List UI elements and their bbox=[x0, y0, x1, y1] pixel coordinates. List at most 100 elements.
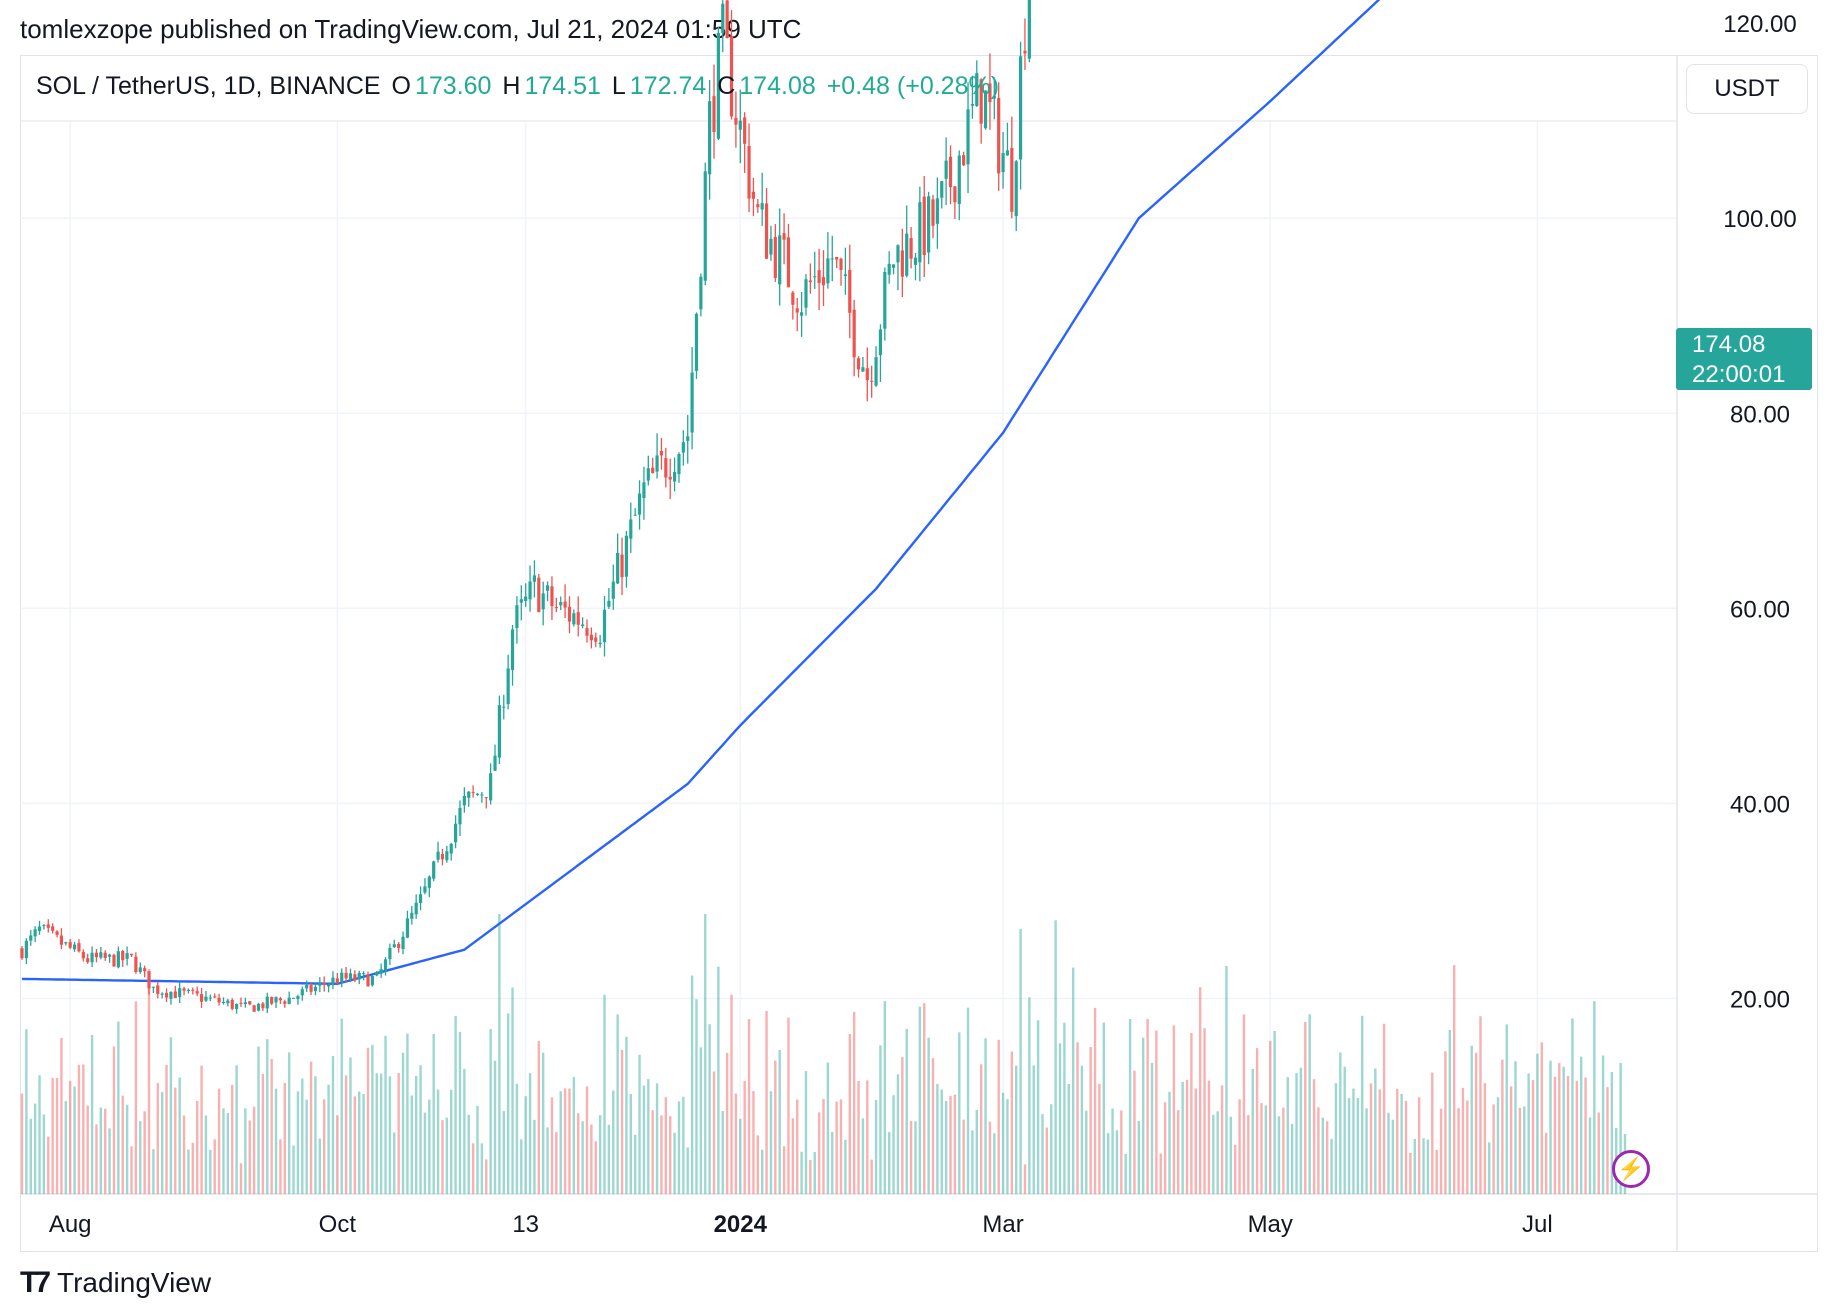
candle-body bbox=[449, 843, 453, 854]
volume-bar bbox=[1063, 1022, 1066, 1194]
currency-button[interactable]: USDT bbox=[1686, 64, 1808, 114]
volume-bar bbox=[717, 966, 720, 1194]
candle-body bbox=[891, 264, 896, 268]
volume-bar bbox=[1365, 1108, 1368, 1194]
volume-bar bbox=[1409, 1152, 1412, 1194]
volume-bar bbox=[458, 1031, 462, 1194]
volume-bar bbox=[817, 1112, 821, 1194]
candle-body bbox=[861, 367, 865, 372]
volume-bar bbox=[1544, 1132, 1548, 1194]
volume-bar bbox=[555, 1132, 558, 1194]
volume-bar bbox=[318, 1138, 322, 1194]
volume-bar bbox=[1553, 1076, 1557, 1194]
x-tick-label: May bbox=[1248, 1211, 1293, 1238]
x-tick-label: Aug bbox=[49, 1211, 92, 1238]
volume-bar bbox=[152, 1149, 155, 1194]
candle-body bbox=[239, 1002, 243, 1004]
candle-body bbox=[362, 973, 366, 975]
volume-bar bbox=[121, 1095, 124, 1194]
volume-bar bbox=[235, 1065, 238, 1194]
volume-bar bbox=[620, 1049, 624, 1194]
candle-body bbox=[265, 996, 269, 1009]
candle-body bbox=[397, 943, 401, 948]
volume-bar bbox=[874, 1100, 878, 1194]
volume-bar bbox=[344, 1075, 348, 1194]
volume-bar bbox=[362, 1094, 365, 1194]
lightning-icon[interactable]: ⚡ bbox=[1612, 1150, 1650, 1188]
volume-bar bbox=[1431, 1072, 1434, 1194]
candle-body bbox=[353, 974, 357, 981]
candle-body bbox=[445, 851, 449, 861]
volume-bar bbox=[612, 1090, 615, 1194]
volume-bar bbox=[1076, 1042, 1079, 1194]
volume-bar bbox=[1404, 1100, 1408, 1194]
volume-bar bbox=[901, 1057, 904, 1194]
volume-bar bbox=[1382, 1023, 1386, 1194]
candle-body bbox=[532, 575, 537, 582]
candle-body bbox=[261, 1003, 265, 1009]
volume-bar bbox=[914, 1121, 917, 1194]
volume-bar bbox=[1137, 1121, 1141, 1194]
volume-bar bbox=[638, 1054, 641, 1194]
volume-bar bbox=[1356, 1097, 1360, 1194]
volume-bar bbox=[695, 999, 698, 1194]
volume-bar bbox=[117, 1021, 120, 1194]
volume-bar bbox=[629, 1093, 632, 1194]
candle-body bbox=[20, 948, 24, 959]
candle-body bbox=[909, 238, 913, 259]
volume-bar bbox=[498, 914, 501, 1194]
candle-body bbox=[716, 32, 720, 139]
volume-bar bbox=[182, 1115, 186, 1194]
volume-bar bbox=[852, 1012, 856, 1194]
candle-body bbox=[559, 601, 563, 606]
candle-body bbox=[992, 95, 996, 99]
candle-body bbox=[484, 797, 488, 799]
volume-bar bbox=[923, 1003, 926, 1194]
volume-bar bbox=[944, 1100, 948, 1194]
volume-bar bbox=[1417, 1097, 1421, 1194]
candle-body bbox=[107, 954, 112, 957]
volume-bar bbox=[1509, 1086, 1513, 1194]
volume-bar bbox=[1229, 1116, 1233, 1194]
volume-bar bbox=[25, 1029, 28, 1194]
volume-bar bbox=[1023, 1164, 1027, 1194]
volume-bar bbox=[861, 1118, 865, 1194]
volume-bar bbox=[774, 1060, 777, 1194]
volume-bar bbox=[1190, 1032, 1193, 1194]
volume-bar bbox=[796, 1099, 799, 1194]
volume-bar bbox=[64, 1101, 67, 1194]
volume-bar bbox=[1571, 1018, 1574, 1194]
candle-body bbox=[370, 976, 374, 986]
volume-bar bbox=[204, 1115, 208, 1194]
candle-body bbox=[567, 606, 572, 622]
tradingview-logo[interactable]: T7 TradingView bbox=[20, 1266, 211, 1300]
candle-body bbox=[489, 773, 493, 801]
volume-bar bbox=[1593, 1001, 1596, 1194]
volume-bar bbox=[441, 1120, 444, 1194]
candle-body bbox=[865, 368, 869, 381]
volume-bar bbox=[90, 1034, 94, 1194]
candle-body bbox=[725, 0, 729, 39]
volume-bar bbox=[1352, 1088, 1355, 1194]
volume-bar bbox=[953, 1094, 957, 1194]
candle-body bbox=[195, 991, 199, 994]
volume-bar bbox=[1251, 1069, 1254, 1194]
volume-bar bbox=[1124, 1154, 1127, 1194]
volume-bar bbox=[879, 1045, 882, 1194]
volume-bar bbox=[467, 1114, 470, 1194]
candle-body bbox=[922, 196, 926, 256]
volume-bar bbox=[1045, 1127, 1049, 1194]
volume-bar bbox=[831, 1131, 834, 1194]
candle-body bbox=[112, 954, 116, 967]
volume-bar bbox=[927, 1037, 930, 1194]
volume-bar bbox=[1361, 1015, 1364, 1194]
close-value: 174.08 bbox=[739, 72, 816, 100]
candle-body bbox=[589, 634, 593, 641]
volume-bar bbox=[993, 1133, 996, 1194]
volume-bar bbox=[1255, 1048, 1259, 1194]
volume-bar bbox=[739, 1118, 742, 1194]
volume-bar bbox=[283, 1082, 286, 1194]
volume-bar bbox=[682, 1096, 685, 1194]
candle-body bbox=[213, 996, 217, 998]
